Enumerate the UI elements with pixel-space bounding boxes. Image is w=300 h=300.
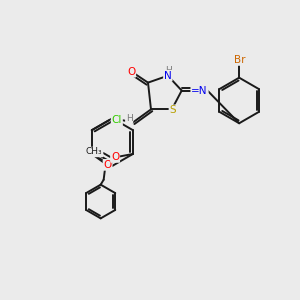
- Text: O: O: [127, 67, 135, 77]
- Text: CH₃: CH₃: [86, 148, 103, 157]
- Text: H: H: [126, 114, 133, 123]
- Text: Br: Br: [234, 55, 246, 65]
- Text: O: O: [111, 152, 119, 162]
- Text: =N: =N: [191, 85, 208, 96]
- Text: Cl: Cl: [112, 115, 122, 125]
- Text: N: N: [164, 71, 172, 81]
- Text: H: H: [165, 66, 172, 75]
- Text: S: S: [169, 105, 176, 116]
- Text: O: O: [103, 160, 112, 170]
